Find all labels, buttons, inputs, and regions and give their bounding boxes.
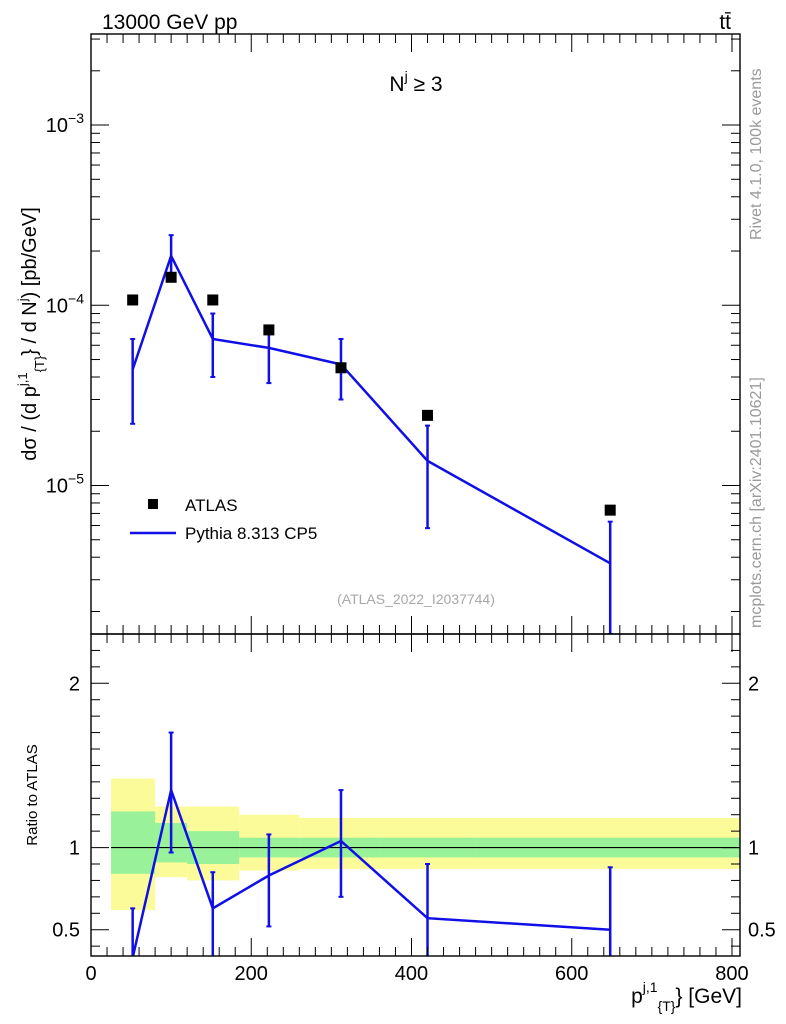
ttbar-label: tt̄: [719, 11, 731, 34]
main-y-tick-label: 10−4: [46, 290, 84, 317]
analysis-id: (ATLAS_2022_I2037744): [337, 591, 495, 607]
tick-exponent: −5: [68, 471, 84, 487]
main-y-tick-labels: 10−310−410−5: [46, 110, 84, 497]
tick-exponent: −3: [68, 110, 84, 126]
atlas-data-point: [263, 324, 275, 336]
ratio-y-tick-label-left: 1: [69, 838, 80, 860]
ratio-y-tick-label-left: 0.5: [52, 920, 80, 942]
mcplots-label: mcplots.cern.ch [arXiv:2401.10621]: [748, 377, 765, 628]
main-ticks: [90, 34, 740, 634]
selection-label: Nj ≥ 3: [389, 68, 442, 96]
ratio-y-axis-title: Ratio to ATLAS: [24, 744, 41, 845]
selection-main: N: [389, 73, 404, 96]
x-tick-label: 800: [715, 963, 748, 985]
atlas-data-point: [207, 294, 219, 306]
ratio-y-tick-labels: 0.5 0.5 1 1 2 2: [52, 673, 776, 941]
xlabel-rest: } [GeV]: [675, 985, 742, 1008]
x-tick-label: 400: [395, 963, 428, 985]
selection-sup: j: [404, 68, 408, 84]
x-tick-label: 600: [555, 963, 588, 985]
ratio-ticks: [90, 634, 740, 956]
main-y-tick-label: 10−3: [46, 110, 84, 137]
ratio-panel: 0.5 0.51 12 2 0 200 400 600 800 Ratio to ATLAS …: [24, 633, 776, 1014]
ratio-y-tick-label-left: 2: [69, 673, 80, 695]
main-y-axis-title: dσ / (d pj,1{T}} / d Nj) [pb/GeV]: [15, 207, 47, 461]
ylabel-part-3: ) [pb/GeV]: [19, 207, 41, 298]
atlas-data-point: [127, 294, 139, 306]
ylabel-sup-2: j: [15, 298, 30, 302]
ratio-mc-line: [131, 785, 611, 956]
atlas-data-point: [604, 504, 616, 516]
atlas-data-point: [335, 362, 347, 374]
tick-base: 10: [46, 115, 68, 137]
legend-mc-label: Pythia 8.313 CP5: [185, 524, 317, 543]
ylabel-sub-1: {T}: [32, 355, 47, 372]
ylabel-sup-1: j,1: [15, 372, 30, 387]
tick-base: 10: [46, 295, 68, 317]
process-label: 13000 GeV pp: [102, 11, 237, 34]
tick-exponent: −4: [68, 290, 84, 306]
xlabel-sub: {T}: [658, 998, 676, 1014]
x-tick-label: 0: [85, 963, 96, 985]
ratio-y-tick-label-right: 2: [748, 673, 759, 695]
legend-data-label: ATLAS: [185, 496, 238, 515]
main-y-tick-label: 10−5: [46, 471, 84, 498]
atlas-data-point: [165, 271, 177, 283]
ratio-y-tick-label-right: 0.5: [748, 920, 776, 942]
x-tick-labels: 0 200 400 600 800: [85, 963, 748, 985]
tick-base: 10: [46, 476, 68, 498]
ratio-marks: [111, 731, 740, 956]
xlabel-sup: j,1: [642, 979, 658, 995]
x-axis-title: pj,1{T}} [GeV]: [631, 979, 742, 1014]
ylabel-part-2: } / d N: [19, 301, 41, 355]
main-frame: [90, 33, 741, 635]
selection-rest: ≥ 3: [408, 73, 443, 96]
main-panel: 10−310−410−5 Nj ≥ 3 (ATLAS_2022_I2037744…: [15, 33, 741, 635]
xlabel-p: p: [631, 985, 643, 1008]
rivet-version-label: Rivet 4.1.0, 100k events: [748, 68, 765, 240]
ratio-y-tick-label-right: 1: [748, 838, 759, 860]
ratio-band-inner: [111, 811, 156, 874]
atlas-data-point: [422, 409, 434, 421]
ratio-frame: [90, 633, 741, 957]
legend-data-marker: [148, 499, 158, 509]
x-tick-label: 200: [235, 963, 268, 985]
legend: ATLAS Pythia 8.313 CP5: [130, 496, 317, 543]
mc-line: [131, 252, 611, 565]
ylabel-part-1: dσ / (d p: [19, 386, 41, 461]
main-marks: [127, 234, 616, 634]
